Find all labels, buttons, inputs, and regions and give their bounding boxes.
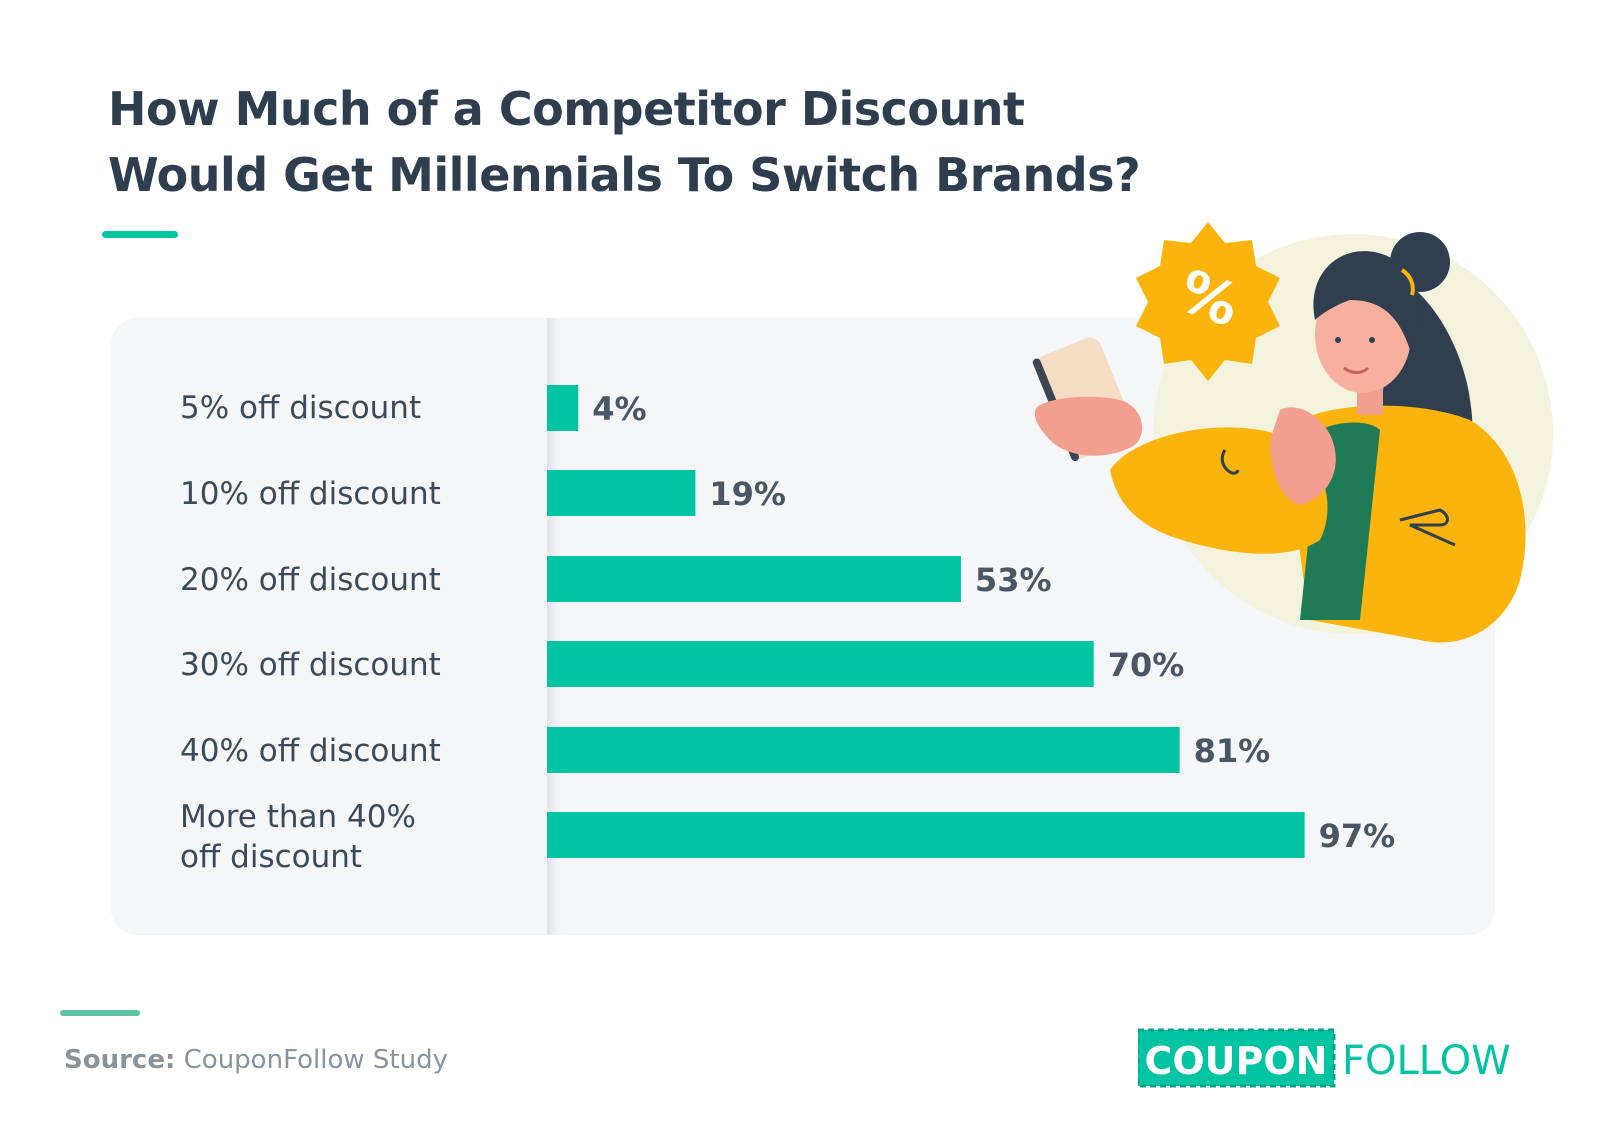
bar xyxy=(547,727,1180,773)
logo-part-1: COUPON xyxy=(1144,1039,1327,1083)
bar xyxy=(547,641,1094,687)
category-label-line-2: off discount xyxy=(180,839,363,875)
bar xyxy=(547,556,961,602)
data-label: 4% xyxy=(592,390,646,428)
couponfollow-logo: COUPON FOLLOW xyxy=(1138,1028,1511,1088)
title-line-1: How Much of a Competitor Discount xyxy=(108,82,1025,136)
category-label: 20% off discount xyxy=(180,562,441,598)
data-label: 97% xyxy=(1319,817,1396,855)
category-label: 40% off discount xyxy=(180,733,441,769)
title-underline xyxy=(102,231,178,238)
category-label: 5% off discount xyxy=(180,390,422,426)
bar xyxy=(547,470,696,516)
percent-badge-icon: % xyxy=(1136,222,1280,381)
category-label: 30% off discount xyxy=(180,647,441,683)
page-title: How Much of a Competitor Discount Would … xyxy=(108,76,1158,208)
category-label: 10% off discount xyxy=(180,476,441,512)
footer-rule xyxy=(60,1010,140,1016)
source-label: Source: xyxy=(64,1045,176,1075)
source-note: Source: CouponFollow Study xyxy=(64,1045,448,1075)
bar xyxy=(547,385,579,431)
category-label-line-1: More than 40% xyxy=(180,799,416,835)
bar xyxy=(547,812,1305,858)
logo-part-2: FOLLOW xyxy=(1342,1038,1511,1084)
data-label: 19% xyxy=(709,475,786,513)
category-label: More than 40% off discount xyxy=(180,797,416,877)
data-label: 81% xyxy=(1194,732,1271,770)
data-label: 70% xyxy=(1108,646,1185,684)
source-text: CouponFollow Study xyxy=(183,1045,448,1075)
title-line-2: Would Get Millennials To Switch Brands? xyxy=(108,148,1141,202)
data-label: 53% xyxy=(975,561,1052,599)
